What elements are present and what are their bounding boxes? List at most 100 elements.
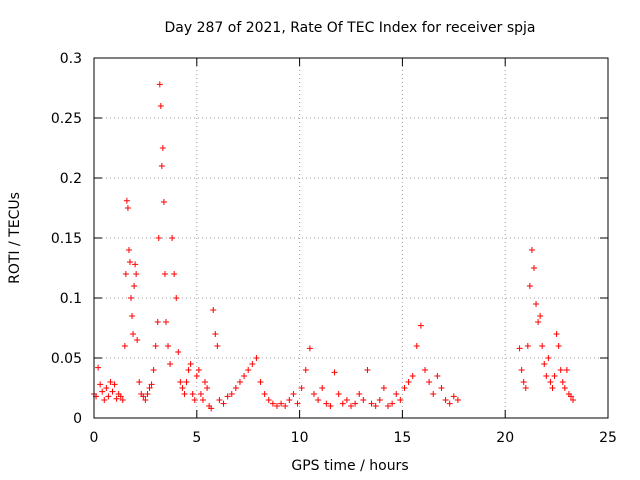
data-point <box>539 343 546 349</box>
y-axis-label: ROTI / TECUs <box>7 192 23 284</box>
x-tick-label: 0 <box>90 430 99 446</box>
x-tick-label: 25 <box>599 430 617 446</box>
y-tick-label: 0.2 <box>60 171 82 187</box>
data-point <box>162 319 169 325</box>
data-point <box>545 355 552 361</box>
data-point <box>111 381 118 388</box>
data-point <box>537 313 544 319</box>
data-point <box>551 373 558 379</box>
data-point <box>376 397 383 403</box>
data-point <box>165 343 172 349</box>
data-point <box>524 343 531 349</box>
data-point <box>179 385 186 391</box>
data-point <box>185 367 192 373</box>
data-point <box>187 361 194 367</box>
data-point <box>101 397 108 403</box>
data-point <box>133 271 140 277</box>
data-point <box>155 235 162 241</box>
data-point <box>99 388 106 395</box>
data-point <box>331 369 338 376</box>
data-point <box>555 343 562 349</box>
y-tick-label: 0.3 <box>60 51 82 67</box>
data-point <box>434 373 441 379</box>
data-point <box>438 385 445 391</box>
data-point <box>294 400 301 407</box>
data-point <box>360 397 367 403</box>
data-point <box>397 397 404 403</box>
data-point <box>543 373 550 379</box>
data-point <box>352 400 359 407</box>
x-tick-label: 10 <box>291 430 309 446</box>
data-point <box>315 397 322 403</box>
data-point <box>224 393 231 400</box>
data-point <box>140 393 147 400</box>
data-point <box>130 331 137 337</box>
data-point <box>253 355 260 361</box>
data-point <box>409 373 416 379</box>
data-point <box>413 343 420 349</box>
data-point <box>364 367 371 373</box>
data-point <box>181 391 188 397</box>
data-point <box>549 385 556 391</box>
data-point <box>212 331 219 337</box>
data-point <box>298 385 305 391</box>
data-point <box>306 345 313 352</box>
data-point <box>286 397 293 403</box>
data-point <box>249 361 256 367</box>
data-point <box>553 331 560 337</box>
data-point <box>146 385 153 391</box>
data-point <box>368 400 375 407</box>
data-point <box>442 397 449 403</box>
data-point <box>561 385 568 391</box>
data-point <box>122 271 129 277</box>
data-point <box>191 397 198 403</box>
data-point <box>177 379 184 385</box>
data-point <box>518 367 525 373</box>
data-point <box>273 403 280 409</box>
data-point <box>107 379 114 385</box>
data-point <box>228 391 235 397</box>
x-axis-label: GPS time / hours <box>291 458 408 474</box>
data-point <box>422 367 429 373</box>
data-point <box>567 393 574 400</box>
data-point <box>522 385 529 391</box>
y-tick-label: 0.25 <box>51 111 82 127</box>
data-point <box>128 295 135 301</box>
y-tick-label: 0.1 <box>60 291 82 307</box>
data-point <box>117 393 124 400</box>
data-point <box>159 145 166 151</box>
grid-lines <box>94 58 608 418</box>
data-point <box>454 397 461 403</box>
data-point <box>197 391 204 397</box>
data-point <box>193 373 200 379</box>
data-point <box>189 391 196 397</box>
data-point <box>417 322 424 329</box>
data-point <box>131 283 138 289</box>
data-point <box>202 379 209 385</box>
data-point <box>516 345 523 352</box>
data-point <box>157 103 164 109</box>
data-point <box>136 379 143 385</box>
axis-ticks: 0 5 10 15 20 25 0 0.05 0.1 0.15 0.2 0.25 0.3 <box>51 51 617 446</box>
data-point <box>526 283 533 289</box>
y-tick-label: 0.05 <box>51 351 82 367</box>
data-point <box>241 373 248 379</box>
data-point <box>175 349 182 355</box>
data-point <box>278 400 285 407</box>
data-point <box>132 261 139 268</box>
data-point <box>405 379 412 385</box>
data-point <box>265 397 272 403</box>
y-tick-label: 0 <box>73 411 82 427</box>
data-point <box>339 400 346 407</box>
data-point <box>160 199 167 205</box>
data-point <box>97 381 104 388</box>
data-point <box>167 361 174 367</box>
data-point <box>327 403 334 409</box>
data-point <box>245 367 252 373</box>
data-point <box>310 391 317 397</box>
data-point <box>126 259 133 265</box>
data-point <box>547 379 554 385</box>
data-point <box>95 364 102 371</box>
data-point <box>426 379 433 385</box>
